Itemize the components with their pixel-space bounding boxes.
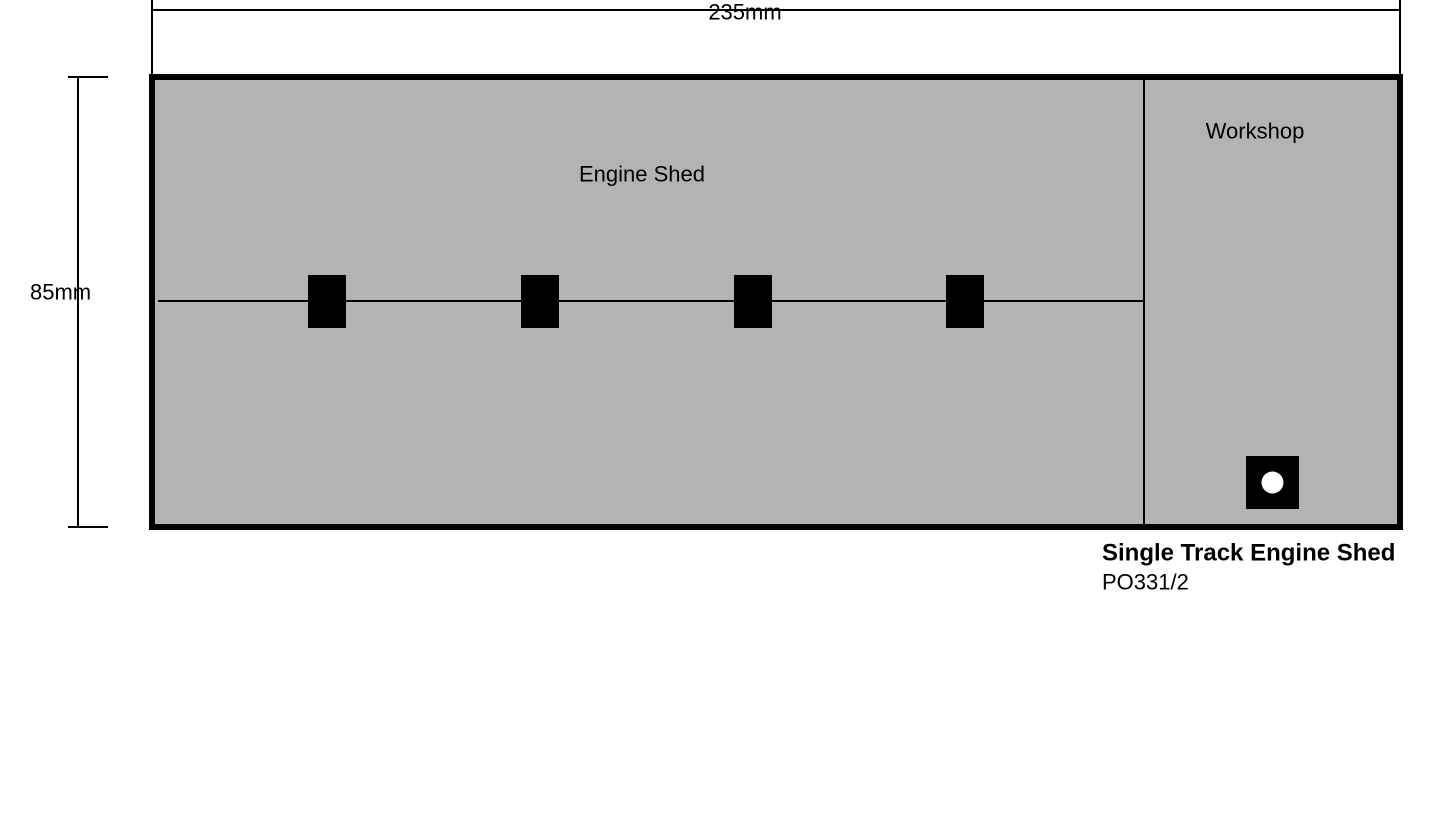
dim-width-label: 235mm [708,0,781,25]
engine-shed-label: Engine Shed [579,162,705,187]
roof-vent-1 [308,275,346,328]
roof-vent-2 [521,275,559,328]
diagram-svg: 235mm 85mm Engine Shed Workshop Single Track… [0,0,1445,817]
roof-vent-4 [946,275,984,328]
roof-vent-3 [734,275,772,328]
chimney-hole [1262,472,1284,494]
dim-height-label: 85mm [30,280,91,305]
part-number-label: PO331/2 [1102,570,1189,595]
workshop-label: Workshop [1206,119,1305,144]
title-label: Single Track Engine Shed [1102,539,1395,566]
diagram-stage: 235mm 85mm Engine Shed Workshop Single Track… [0,0,1445,817]
